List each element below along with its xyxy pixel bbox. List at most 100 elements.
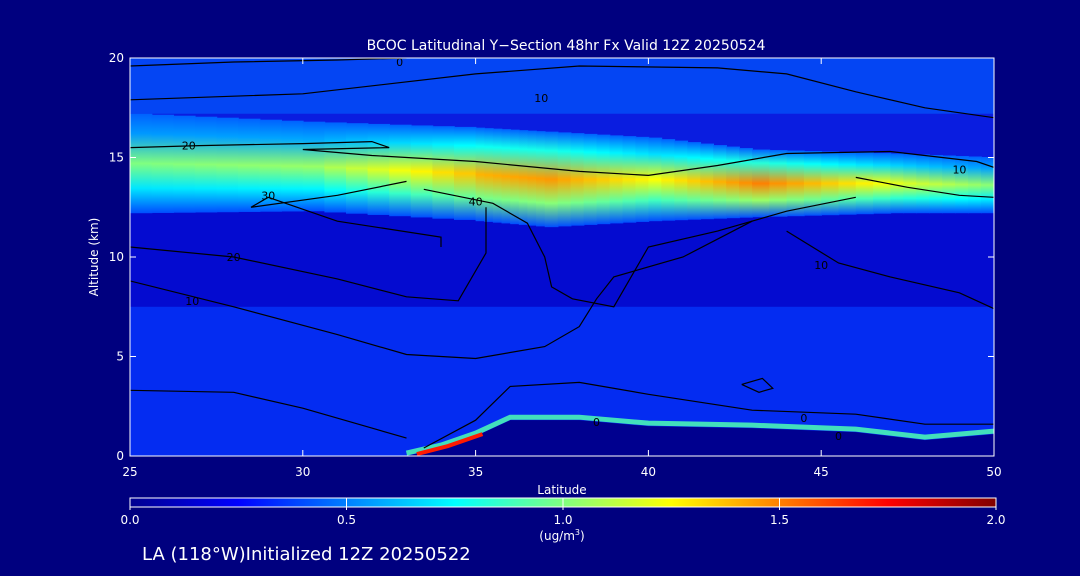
stratospheric-layer-cell bbox=[492, 128, 503, 223]
stratospheric-layer-cell bbox=[803, 151, 822, 216]
contour-label: 40 bbox=[469, 195, 483, 208]
stratospheric-layer-cell bbox=[475, 127, 486, 222]
chart-title: BCOC Latitudinal Y−Section 48hr Fx Valid… bbox=[367, 38, 766, 54]
stratospheric-layer-cell bbox=[739, 148, 753, 218]
contour-lines: 0 10 20 30 40 20 10 10 10 0 0 0 bbox=[130, 56, 994, 449]
stratospheric-layer-cell bbox=[838, 152, 857, 215]
contour-label: 10 bbox=[534, 92, 548, 105]
y-tick-label: 10 bbox=[109, 250, 124, 264]
contour-line-0 bbox=[130, 58, 407, 67]
stratospheric-layer-cell bbox=[648, 137, 663, 222]
stratospheric-layer-cell bbox=[151, 114, 174, 213]
colorbar-tick-label: 1.0 bbox=[553, 513, 572, 527]
stratospheric-layer-cell bbox=[700, 143, 714, 220]
stratospheric-layer-cell bbox=[929, 155, 943, 214]
contour-line-10 bbox=[855, 176, 994, 198]
contour-line-20 bbox=[130, 207, 487, 302]
y-tick-label: 20 bbox=[109, 51, 124, 65]
stratospheric-layer-cell bbox=[942, 155, 956, 214]
colorbar-tick-label: 1.5 bbox=[770, 513, 789, 527]
stratospheric-layer-cell bbox=[855, 152, 874, 215]
contour-label: 0 bbox=[800, 412, 807, 425]
stratospheric-layer-cell bbox=[367, 123, 390, 215]
contour-line-0 bbox=[130, 389, 407, 439]
stratospheric-layer-cell bbox=[324, 122, 347, 213]
stratospheric-layer-cell bbox=[596, 134, 611, 225]
contour-label: 10 bbox=[952, 163, 966, 176]
stratospheric-layer-cell bbox=[557, 132, 572, 227]
stratospheric-layer-cell bbox=[281, 120, 304, 212]
stratospheric-layer-cell bbox=[216, 117, 239, 213]
colorbar: 0.0 0.5 1.0 1.5 2.0 (ug/m3) bbox=[120, 497, 1006, 543]
colorbar-tick-label: 2.0 bbox=[986, 513, 1005, 527]
x-axis-label: Latitude bbox=[537, 483, 586, 497]
stratospheric-layer-cell bbox=[769, 150, 788, 217]
concentration-field bbox=[130, 58, 994, 456]
contour-line-10 bbox=[130, 220, 753, 360]
stratospheric-layer-cell bbox=[955, 156, 969, 214]
contour-line-40 bbox=[423, 188, 856, 308]
contour-label: 10 bbox=[185, 295, 199, 308]
x-tick-label: 45 bbox=[814, 465, 829, 479]
contour-label: 20 bbox=[227, 251, 241, 264]
colorbar-tick-label: 0.5 bbox=[337, 513, 356, 527]
contour-line-0 bbox=[741, 377, 774, 393]
mid-troposphere-band bbox=[130, 211, 994, 307]
stratospheric-layer-cell bbox=[583, 133, 598, 225]
stratospheric-layer-cell bbox=[518, 130, 529, 225]
stratospheric-layer-cell bbox=[916, 154, 930, 214]
stratospheric-layer-cell bbox=[981, 157, 994, 214]
stratospheric-layer-cell bbox=[302, 121, 326, 212]
contour-label: 0 bbox=[593, 416, 600, 429]
x-tick-label: 35 bbox=[468, 465, 483, 479]
x-tick-label: 50 bbox=[986, 465, 1001, 479]
x-tick-label: 40 bbox=[641, 465, 656, 479]
stratospheric-layer-cell bbox=[752, 149, 771, 218]
stratospheric-layer-cell bbox=[903, 154, 918, 214]
contour-label: 30 bbox=[261, 189, 275, 202]
stratospheric-layer-cell bbox=[713, 145, 727, 219]
stratospheric-layer-cell bbox=[786, 150, 805, 217]
contour-line-30 bbox=[250, 180, 442, 247]
y-axis-label: Altitude (km) bbox=[87, 218, 101, 297]
x-axis: 25 30 35 40 45 50 bbox=[122, 58, 1002, 479]
stratospheric-layer-cell bbox=[484, 128, 494, 222]
y-axis: 0 5 10 15 20 bbox=[109, 51, 994, 463]
stratospheric-layer-cell bbox=[259, 119, 282, 212]
contour-label: 0 bbox=[835, 430, 842, 443]
contour-label: 10 bbox=[814, 259, 828, 272]
contour-label: 0 bbox=[396, 56, 403, 69]
contour-line-20 bbox=[130, 140, 994, 177]
stratospheric-layer-cell bbox=[968, 156, 982, 214]
x-tick-label: 30 bbox=[295, 465, 310, 479]
colorbar-ticks: 0.0 0.5 1.0 1.5 2.0 bbox=[120, 498, 1006, 527]
y-tick-label: 0 bbox=[116, 449, 124, 463]
stratospheric-layer-cell bbox=[194, 116, 218, 213]
stratospheric-layer-cell bbox=[410, 125, 434, 218]
y-tick-label: 5 bbox=[116, 350, 124, 364]
stratospheric-layer-cell bbox=[687, 142, 702, 220]
contour-line-0 bbox=[423, 381, 994, 449]
terrain-mask bbox=[406, 420, 994, 456]
stratospheric-layer-cell bbox=[635, 136, 650, 222]
stratospheric-layer-cell bbox=[544, 131, 559, 228]
stratospheric-layer-cell bbox=[570, 133, 585, 226]
contour-line-10 bbox=[130, 65, 994, 119]
stratospheric-layer-cell bbox=[674, 140, 689, 221]
y-tick-label: 15 bbox=[109, 151, 124, 165]
stratospheric-layer-cell bbox=[527, 130, 537, 226]
stratospheric-layer-cell bbox=[821, 151, 840, 216]
stratospheric-layer-cell bbox=[346, 123, 369, 214]
stratospheric-layer-cell bbox=[622, 136, 637, 223]
stratospheric-layer-cell bbox=[890, 153, 905, 214]
stratospheric-layer-cell bbox=[130, 113, 153, 214]
stratospheric-layer-cell bbox=[432, 126, 455, 219]
colorbar-label: (ug/m3) bbox=[539, 528, 584, 543]
footer-init-text: LA (118°W)Initialized 12Z 20250522 bbox=[142, 544, 471, 565]
stratospheric-layer-cell bbox=[661, 139, 676, 221]
terrain-hot-edge bbox=[416, 432, 484, 456]
contour-line-10 bbox=[786, 230, 994, 310]
contour-label: 20 bbox=[182, 140, 196, 153]
stratospheric-layer-cell bbox=[238, 118, 261, 212]
